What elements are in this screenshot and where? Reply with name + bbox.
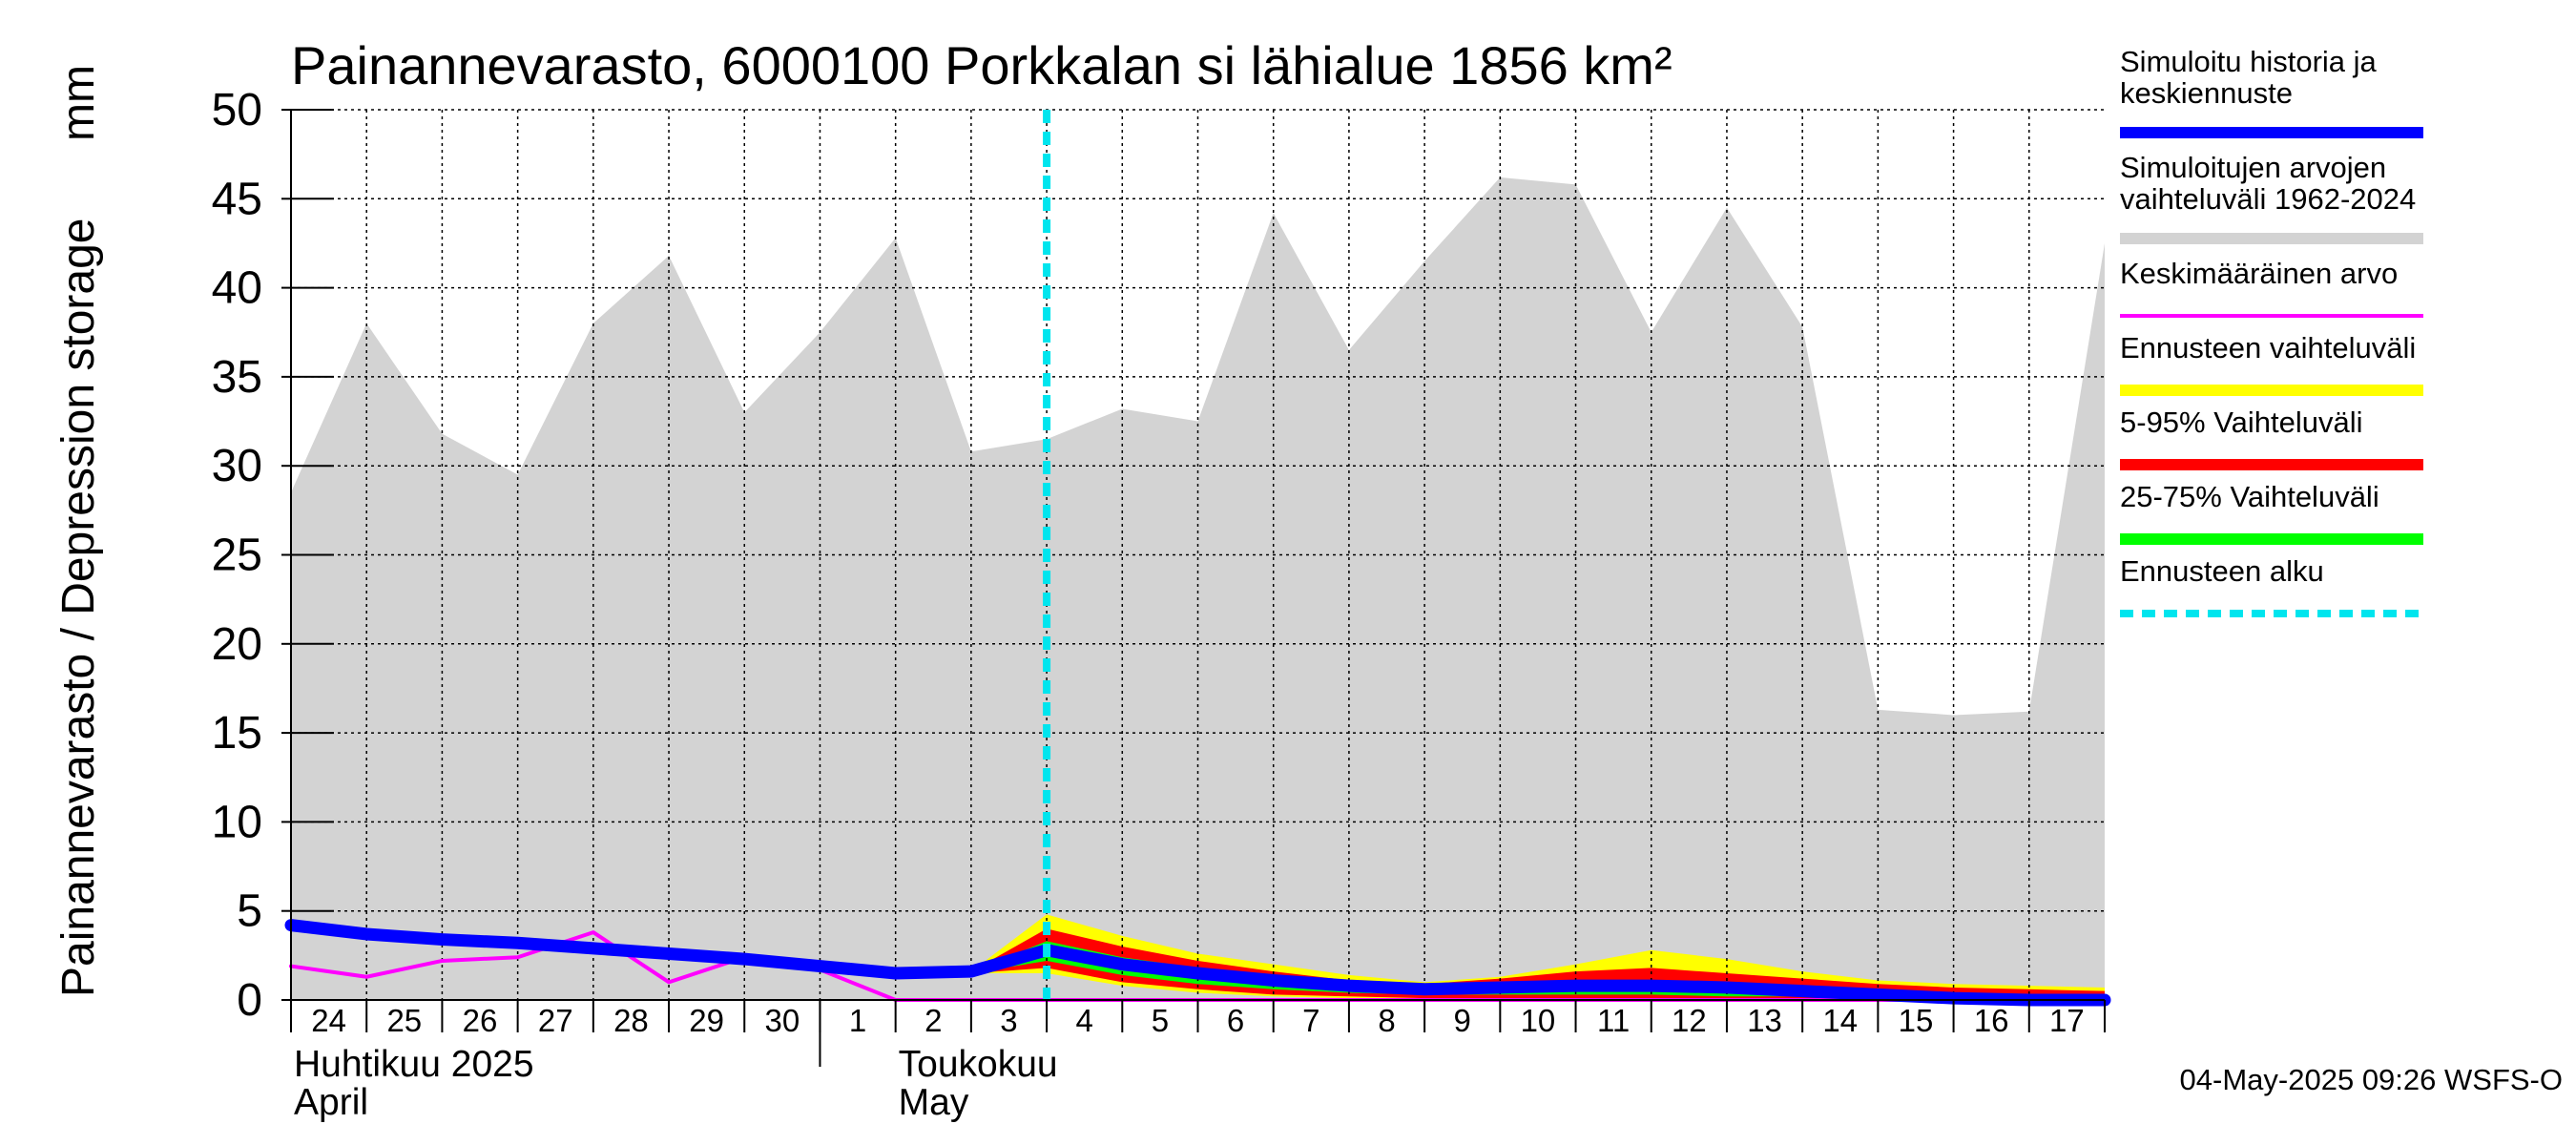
x-tick-label: 9 bbox=[1454, 1003, 1471, 1038]
x-tick-label: 24 bbox=[311, 1003, 346, 1038]
legend-label: Simuloitu historia ja bbox=[2120, 45, 2378, 78]
y-tick-label: 15 bbox=[212, 708, 262, 759]
x-tick-label: 27 bbox=[538, 1003, 573, 1038]
x-tick-label: 11 bbox=[1597, 1003, 1630, 1038]
x-tick-label: 10 bbox=[1521, 1003, 1556, 1038]
x-tick-label: 7 bbox=[1302, 1003, 1319, 1038]
month-label-en: April bbox=[294, 1082, 368, 1123]
series-line-simuloitu-historia-ja-keskiennuste bbox=[284, 919, 2111, 1007]
footer-timestamp: 04-May-2025 09:26 WSFS-O bbox=[2180, 1063, 2563, 1096]
month-label-en: May bbox=[899, 1082, 969, 1123]
legend-label: vaihteluväli 1962-2024 bbox=[2120, 182, 2416, 216]
chart-title: Painannevarasto, 6000100 Porkkalan si lä… bbox=[291, 35, 1672, 95]
month-label: Toukokuu bbox=[899, 1044, 1058, 1085]
x-tick-label: 4 bbox=[1076, 1003, 1093, 1038]
legend-label: 25-75% Vaihteluväli bbox=[2120, 480, 2379, 513]
x-tick-label: 28 bbox=[613, 1003, 649, 1038]
x-tick-label: 13 bbox=[1747, 1003, 1782, 1038]
y-tick-label: 10 bbox=[212, 797, 262, 847]
x-tick-label: 16 bbox=[1974, 1003, 2009, 1038]
y-axis-unit: mm bbox=[53, 65, 104, 141]
band-simuloitujen-arvojen-vaihteluv-li-1962-2024 bbox=[291, 177, 2105, 1000]
x-tick-label: 12 bbox=[1672, 1003, 1707, 1038]
x-tick-label: 15 bbox=[1899, 1003, 1934, 1038]
x-tick-label: 25 bbox=[386, 1003, 422, 1038]
x-tick-label: 29 bbox=[689, 1003, 724, 1038]
y-tick-label: 45 bbox=[212, 174, 262, 224]
legend-label: Simuloitujen arvojen bbox=[2120, 151, 2386, 184]
x-tick-label: 2 bbox=[924, 1003, 942, 1038]
y-tick-label: 0 bbox=[237, 975, 262, 1026]
y-tick-label: 30 bbox=[212, 441, 262, 491]
x-tick-label: 5 bbox=[1152, 1003, 1169, 1038]
y-tick-label: 50 bbox=[212, 85, 262, 135]
x-tick-label: 30 bbox=[764, 1003, 800, 1038]
y-tick-label: 40 bbox=[212, 263, 262, 314]
y-tick-label: 35 bbox=[212, 352, 262, 403]
x-tick-label: 26 bbox=[463, 1003, 498, 1038]
grid-layer bbox=[290, 109, 2105, 1000]
x-tick-label: 3 bbox=[1000, 1003, 1017, 1038]
x-tick-label: 6 bbox=[1227, 1003, 1244, 1038]
legend-label: keskiennuste bbox=[2120, 76, 2293, 110]
legend-label: Ennusteen alku bbox=[2120, 554, 2324, 588]
y-tick-label: 25 bbox=[212, 531, 262, 581]
legend-label: Keskimääräinen arvo bbox=[2120, 257, 2398, 290]
y-axis-label: Painannevarasto / Depression storage bbox=[53, 219, 104, 998]
x-tick-label: 1 bbox=[849, 1003, 866, 1038]
legend-label: Ennusteen vaihteluväli bbox=[2120, 331, 2416, 364]
y-tick-label: 20 bbox=[212, 619, 262, 670]
month-label: Huhtikuu 2025 bbox=[294, 1044, 534, 1085]
x-tick-label: 8 bbox=[1378, 1003, 1395, 1038]
x-tick-label: 14 bbox=[1822, 1003, 1858, 1038]
legend-label: 5-95% Vaihteluväli bbox=[2120, 406, 2362, 439]
x-tick-label: 17 bbox=[2049, 1003, 2085, 1038]
band-layer bbox=[291, 177, 2105, 1000]
y-tick-label: 5 bbox=[237, 886, 262, 937]
